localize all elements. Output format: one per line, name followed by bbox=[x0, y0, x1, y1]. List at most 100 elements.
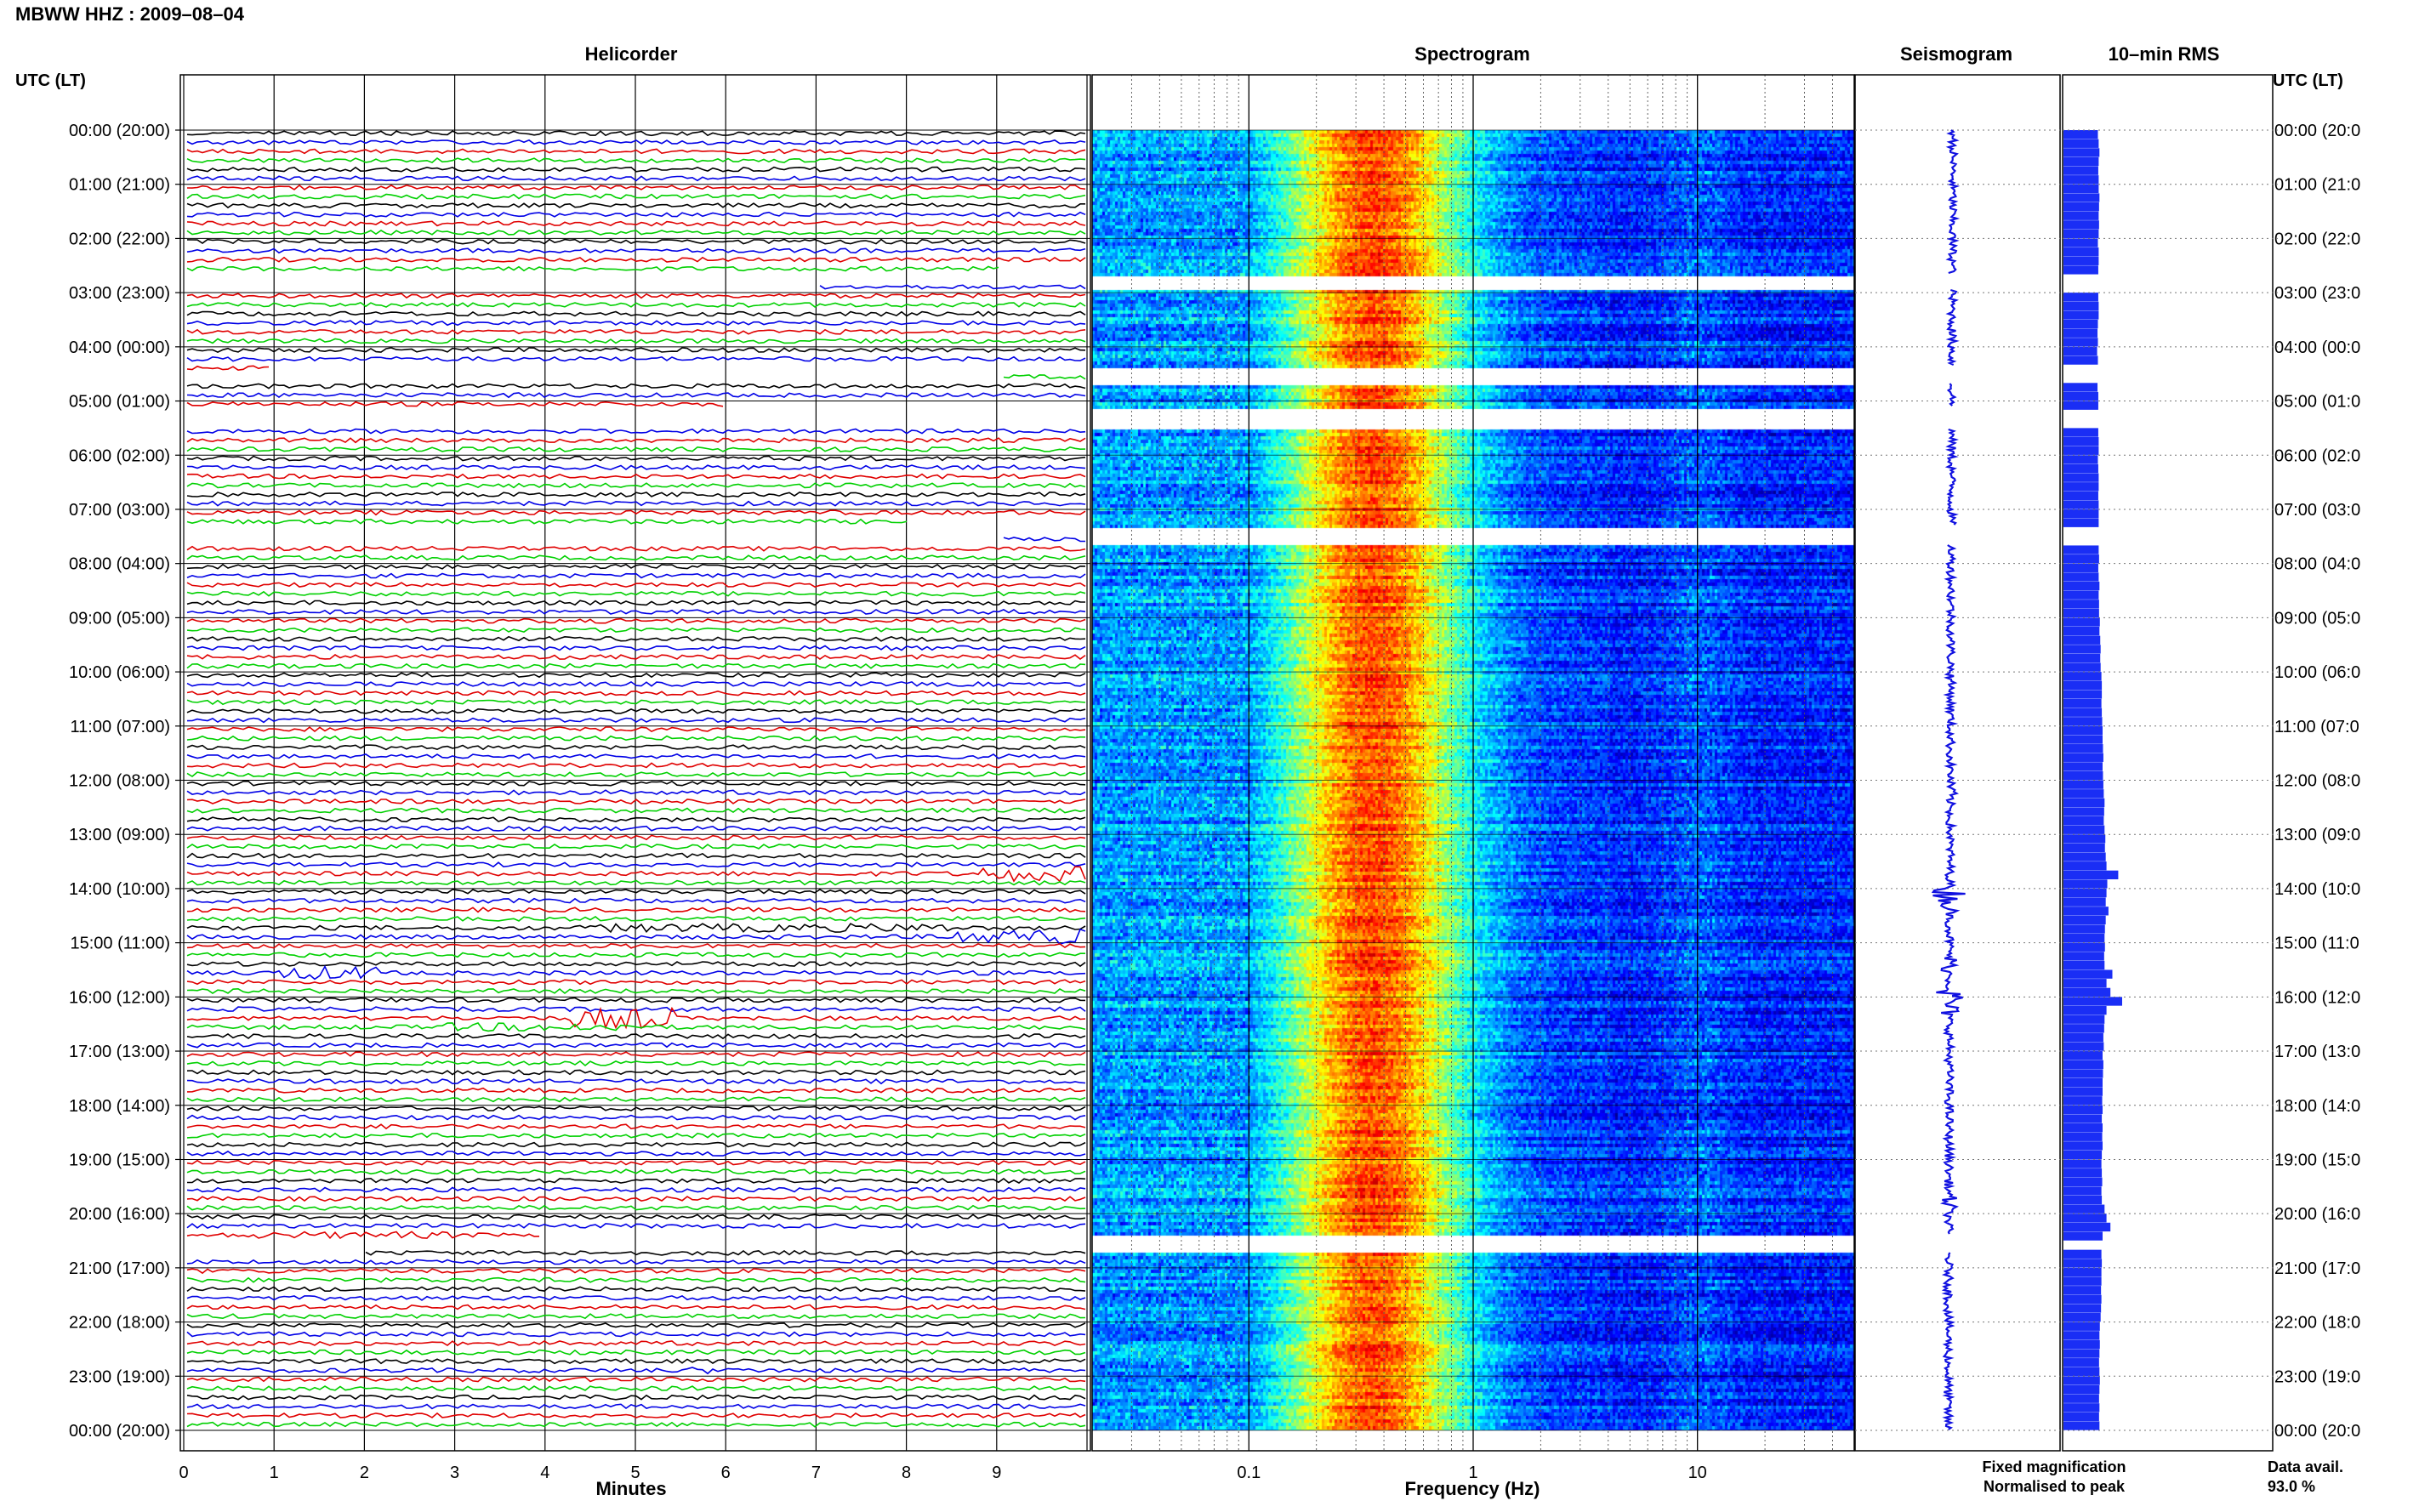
hour-label-right: 00:00 (20:0 bbox=[2274, 1422, 2360, 1441]
frequency-axis-label: Frequency (Hz) bbox=[1405, 1478, 1540, 1499]
rms-bar bbox=[2063, 1358, 2099, 1367]
rms-bar bbox=[2063, 590, 2099, 600]
hour-label-left: 13:00 (09:00) bbox=[69, 826, 170, 844]
rms-bar bbox=[2063, 383, 2098, 392]
helicorder-trace bbox=[186, 942, 1086, 949]
helicorder-trace bbox=[186, 708, 1086, 714]
helicorder-trace bbox=[186, 735, 1086, 742]
rms-bar bbox=[2063, 1214, 2107, 1223]
helicorder-trace bbox=[186, 392, 1086, 399]
rms-bar bbox=[2063, 1231, 2103, 1241]
helicorder-trace bbox=[187, 1177, 1086, 1184]
helicorder-trace bbox=[186, 825, 1086, 832]
rms-bar bbox=[2063, 1294, 2102, 1305]
helicorder-trace bbox=[186, 509, 1086, 516]
helicorder-trace bbox=[186, 662, 1086, 669]
rms-bar bbox=[2063, 635, 2101, 645]
rms-bar bbox=[2063, 1005, 2107, 1015]
data-availability-value: 93.0 % bbox=[2268, 1478, 2315, 1495]
rms-bar bbox=[2063, 1249, 2102, 1259]
rms-bar bbox=[2063, 346, 2097, 356]
rms-bar bbox=[2063, 653, 2101, 663]
rms-bar bbox=[2063, 1015, 2105, 1024]
axes-and-ticks: 00:00 (20:00) 01:00 (21:00) 02:00 (22:00) 0… bbox=[69, 122, 2360, 1441]
hour-label-right: 22:00 (18:0 bbox=[2274, 1314, 2360, 1333]
rms-bar bbox=[2063, 662, 2101, 672]
helicorder-trace bbox=[186, 997, 1086, 1003]
helicorder-trace bbox=[1003, 537, 1085, 543]
seismogram-title: Seismogram bbox=[1900, 43, 2012, 65]
rms-bar bbox=[2063, 455, 2098, 464]
helicorder-trace bbox=[186, 130, 1086, 137]
helicorder-trace bbox=[186, 446, 1086, 452]
helicorder-trace bbox=[186, 455, 1086, 462]
helicorder-trace bbox=[186, 907, 1086, 913]
hour-label-right: 19:00 (15:0 bbox=[2274, 1151, 2360, 1169]
helicorder-trace bbox=[186, 202, 1085, 209]
rms-bar bbox=[2063, 1394, 2099, 1403]
rms-bar bbox=[2063, 310, 2099, 320]
hour-label-left: 09:00 (05:00) bbox=[69, 609, 170, 628]
helicorder-trace bbox=[186, 1331, 1086, 1338]
helicorder-trace bbox=[186, 1268, 1086, 1275]
hour-label-left: 01:00 (21:00) bbox=[69, 176, 170, 195]
helicorder-panel: 0 1 2 3 4 5 6 7 8 9 bbox=[179, 74, 1091, 1482]
helicorder-trace bbox=[186, 1259, 1086, 1265]
rms-bar bbox=[2063, 725, 2103, 736]
rms-bar bbox=[2063, 608, 2099, 618]
right-axis-header: UTC (LT) bbox=[2273, 71, 2343, 90]
hour-label-left: 23:00 (19:00) bbox=[69, 1367, 170, 1386]
rms-bar bbox=[2063, 1384, 2100, 1395]
helicorder-trace bbox=[186, 717, 1086, 724]
helicorder-trace bbox=[186, 916, 1086, 922]
rms-bar bbox=[2063, 211, 2099, 220]
rms-bar bbox=[2063, 1069, 2103, 1078]
hour-label-left: 12:00 (08:00) bbox=[69, 772, 170, 791]
helicorder-trace bbox=[186, 1412, 1086, 1418]
helicorder-trace bbox=[186, 1032, 1086, 1040]
rms-bar bbox=[2063, 1322, 2100, 1331]
helicorder-trace bbox=[186, 753, 1086, 759]
rms-bar bbox=[2063, 1412, 2099, 1422]
rms-bar bbox=[2063, 897, 2106, 907]
helicorder-trace bbox=[186, 1313, 1086, 1320]
rms-bar bbox=[2063, 1339, 2100, 1350]
hour-label-left: 16:00 (12:00) bbox=[69, 988, 170, 1007]
rms-bar bbox=[2063, 1376, 2100, 1385]
rms-bar bbox=[2063, 338, 2098, 347]
rms-bar bbox=[2063, 626, 2100, 636]
helicorder-trace bbox=[186, 1042, 1086, 1049]
rms-bar bbox=[2063, 753, 2103, 762]
rms-bar bbox=[2063, 852, 2106, 861]
helicorder-trace bbox=[186, 672, 1086, 679]
helicorder-trace bbox=[186, 572, 1086, 579]
helicorder-trace bbox=[186, 897, 1086, 904]
hour-label-right: 05:00 (01:0 bbox=[2274, 393, 2360, 412]
helicorder-trace bbox=[186, 590, 1086, 597]
helicorder-trace bbox=[186, 1151, 1086, 1157]
rms-bar bbox=[2063, 735, 2103, 744]
helicorder-title: Helicorder bbox=[585, 43, 678, 65]
rms-bar bbox=[2063, 563, 2098, 572]
rms-bar bbox=[2063, 915, 2106, 925]
rms-bar bbox=[2063, 979, 2107, 988]
helicorder-trace bbox=[186, 1358, 1086, 1365]
rms-title: 10–min RMS bbox=[2109, 43, 2220, 65]
helicorder-trace bbox=[186, 645, 1086, 651]
helicorder-trace bbox=[186, 220, 1086, 227]
helicorder-trace bbox=[186, 961, 1086, 968]
helicorder-trace bbox=[186, 148, 1086, 155]
spectrogram-panel: 0.1 1 10 bbox=[1091, 74, 1855, 1482]
helicorder-trace bbox=[186, 987, 1086, 995]
hour-label-left: 11:00 (07:00) bbox=[71, 718, 171, 736]
rms-bar bbox=[2063, 482, 2099, 492]
helicorder-trace bbox=[186, 600, 1086, 606]
helicorder-trace bbox=[186, 1339, 1086, 1347]
rms-bar bbox=[2063, 139, 2099, 148]
helicorder-trace bbox=[186, 265, 999, 272]
rms-bar bbox=[2063, 960, 2105, 970]
hour-label-left: 05:00 (01:00) bbox=[69, 393, 170, 412]
rms-bar bbox=[2063, 1105, 2103, 1115]
helicorder-trace bbox=[186, 979, 1086, 986]
